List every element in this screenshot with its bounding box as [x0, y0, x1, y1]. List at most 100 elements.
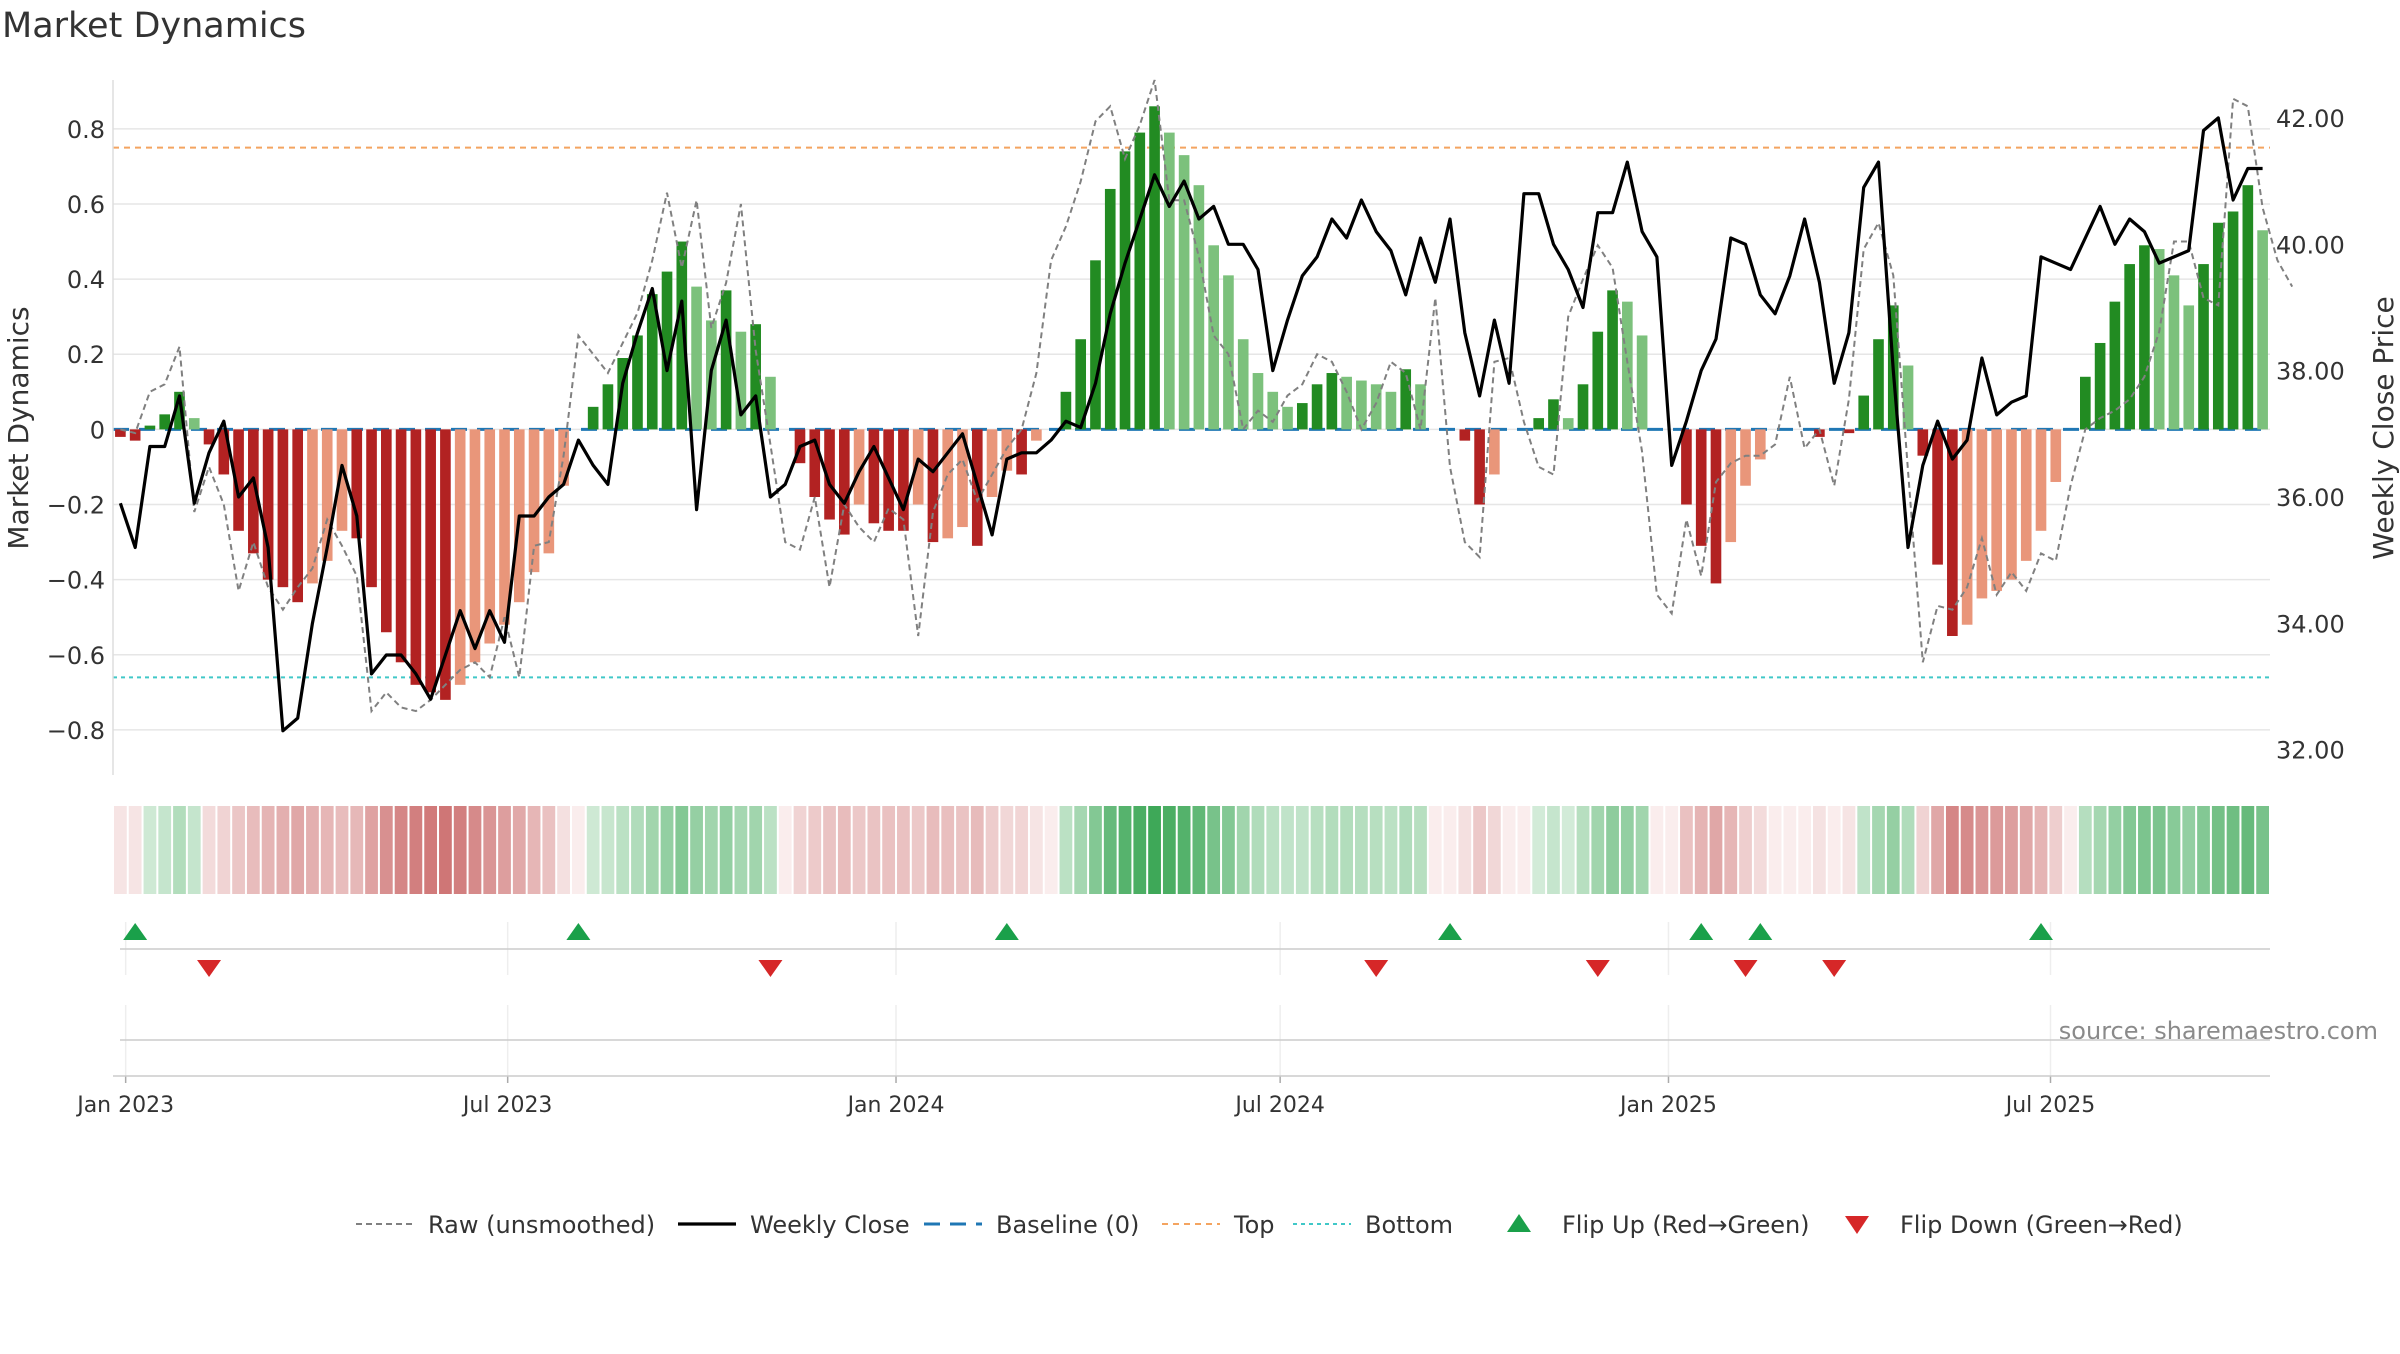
dynamics-bar: [735, 331, 747, 430]
dynamics-bar: [1622, 301, 1633, 430]
heat-cell: [1857, 806, 1871, 894]
dynamics-bar: [853, 429, 865, 505]
heat-cell: [1295, 806, 1309, 894]
legend-item: Top: [1162, 1211, 1275, 1239]
heat-cell: [1458, 806, 1472, 894]
x-tick-label: Jan 2025: [1618, 1093, 1717, 1118]
heat-strip: [114, 806, 2269, 894]
dynamics-bar: [1710, 429, 1722, 584]
heat-cell: [1945, 806, 1959, 894]
dynamics-bar: [1489, 429, 1500, 475]
dynamics-bar: [1415, 384, 1426, 430]
dynamics-bar: [248, 429, 259, 554]
dynamics-bar: [2094, 342, 2106, 430]
heat-cell: [1990, 806, 2004, 894]
dynamics-bar: [720, 290, 732, 430]
dynamics-bar: [1060, 391, 1072, 430]
dynamics-bar: [2124, 264, 2135, 430]
heat-cell: [1000, 806, 1014, 894]
heat-cell: [1724, 806, 1738, 894]
heat-cell: [453, 806, 467, 894]
heat-cell: [1148, 806, 1161, 894]
heat-cell: [1487, 806, 1501, 894]
heat-cell: [1502, 806, 1516, 894]
legend-label: Flip Down (Green→Red): [1900, 1211, 2183, 1239]
dynamics-bar: [528, 429, 540, 573]
heat-cell: [1015, 806, 1028, 894]
legend-swatch-flip-down: [1845, 1216, 1869, 1234]
dynamics-bar: [425, 429, 436, 693]
heat-cell: [1650, 806, 1664, 894]
heat-cell: [498, 806, 511, 894]
dynamics-bar: [1178, 155, 1190, 430]
grid-layer: [113, 128, 2270, 1076]
left-tick-label: −0.8: [47, 717, 105, 745]
dynamics-bar: [1681, 429, 1692, 505]
right-tick-label: 42.00: [2276, 105, 2345, 133]
dynamics-bar: [2153, 249, 2165, 430]
dynamics-bar: [1252, 373, 1264, 430]
legend-label: Bottom: [1365, 1211, 1453, 1239]
heat-cell: [187, 806, 201, 894]
heat-cell: [1886, 806, 1900, 894]
legend-item: Baseline (0): [924, 1211, 1139, 1239]
heat-cell: [2123, 806, 2137, 894]
heat-cell: [1281, 806, 1294, 894]
dynamics-bar: [1400, 369, 1412, 430]
right-tick-label: 40.00: [2276, 231, 2345, 259]
x-tick-label: Jul 2023: [461, 1093, 553, 1118]
flip-markers: [113, 923, 2270, 1077]
dynamics-bar: [2050, 429, 2062, 482]
dynamics-bar: [233, 429, 244, 531]
heat-cell: [985, 806, 999, 894]
dynamics-bar: [1459, 429, 1471, 441]
heat-cell: [1547, 806, 1560, 894]
heat-cell: [1207, 806, 1221, 894]
dynamics-bar: [499, 429, 510, 625]
heat-cell: [1044, 806, 1058, 894]
flip-up-marker: [123, 923, 148, 940]
left-tick-label: −0.6: [47, 642, 105, 670]
heat-cell: [1118, 806, 1132, 894]
price-lines: [118, 79, 2294, 733]
dynamics-bar: [1370, 384, 1382, 430]
dynamics-bar: [898, 429, 909, 531]
heat-cell: [823, 806, 836, 894]
heat-cell: [2197, 806, 2210, 894]
dynamics-bar: [543, 429, 555, 554]
heat-cell: [542, 806, 556, 894]
heat-cell: [793, 806, 807, 894]
flip-up-marker: [2029, 923, 2054, 940]
flip-down-marker: [197, 960, 222, 977]
heat-cell: [128, 806, 142, 894]
flip-down-marker: [758, 960, 783, 977]
heat-cell: [350, 806, 364, 894]
heat-cell: [1931, 806, 1944, 894]
heat-cell: [1561, 806, 1575, 894]
heat-cell: [246, 806, 260, 894]
heat-cell: [1310, 806, 1324, 894]
dynamics-bar: [1223, 275, 1234, 430]
legend-item: Flip Up (Red→Green): [1507, 1211, 1810, 1239]
heat-cell: [1414, 806, 1427, 894]
axes-layer: 0.8 0.6 0.4 0.2 0 −0.2 −0.4 −0.6 −0.8 42.00 40.00 3…: [47, 80, 2345, 1118]
dynamics-bar: [174, 391, 185, 430]
dynamics-bar: [307, 429, 318, 584]
dynamics-bar: [1947, 429, 1958, 636]
dynamics-bar: [750, 324, 761, 430]
right-tick-label: 32.00: [2276, 737, 2345, 765]
heat-cell: [1355, 806, 1368, 894]
flip-up-marker: [566, 923, 591, 940]
heat-cell: [2093, 806, 2107, 894]
dynamics-bar: [986, 429, 998, 497]
heat-cell: [1842, 806, 1856, 894]
heat-cell: [1532, 806, 1546, 894]
dynamics-bar: [646, 294, 658, 430]
heat-cell: [1399, 806, 1413, 894]
heat-cell: [897, 806, 910, 894]
heat-cell: [2049, 806, 2063, 894]
heat-cell: [232, 806, 245, 894]
heat-cell: [1384, 806, 1398, 894]
heat-cell: [2241, 806, 2255, 894]
dynamics-bar: [469, 429, 481, 663]
